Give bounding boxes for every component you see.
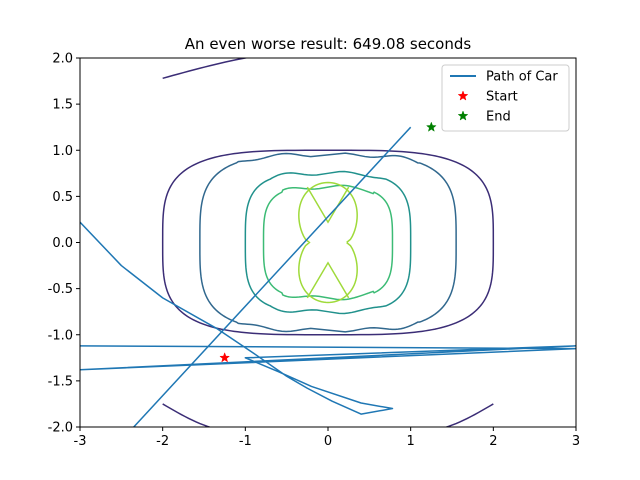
y-tick-label: -2.0	[48, 421, 73, 436]
x-tick-label: 1	[407, 434, 415, 449]
y-tick-label: 1.0	[52, 144, 73, 159]
legend-label: End	[486, 110, 511, 125]
contour-line-5	[162, 58, 250, 80]
y-tick-label: 1.5	[52, 98, 73, 113]
contour-line-3	[262, 184, 394, 301]
x-tick-label: 3	[572, 434, 580, 449]
x-tick-label: 2	[489, 434, 497, 449]
legend-star-swatch	[457, 110, 469, 121]
axes: -3 -2 -1 0 1 2 3 -2.0 -1.5 -1.0 -0.5 0.0 0.5 1.0 1.5 2.…	[48, 52, 581, 450]
contour-line-4	[298, 181, 358, 304]
series-line-segment-diagonal	[133, 126, 412, 427]
x-tick-label: -3	[74, 434, 87, 449]
marker-end-star	[425, 121, 437, 132]
y-tick-label: 2.0	[52, 52, 73, 67]
contour-line-2	[244, 170, 412, 315]
contour-line-6	[162, 403, 212, 427]
plot-area	[80, 58, 576, 427]
y-tick-label: -1.5	[48, 374, 73, 389]
y-tick-label: 0.0	[52, 236, 73, 251]
legend-box	[441, 64, 570, 132]
x-tick-label: -1	[239, 434, 252, 449]
contour-line-1	[199, 152, 457, 333]
y-tick-label: -0.5	[48, 282, 73, 297]
contour-line-4-pinch-bottom	[306, 261, 350, 299]
contour-line-6-right	[444, 403, 494, 427]
y-tick-label: 0.5	[52, 190, 73, 205]
contour-line-0	[161, 149, 495, 336]
x-tick-label: -2	[156, 434, 169, 449]
y-tick-label: -1.0	[48, 328, 73, 343]
series-line-path	[80, 221, 576, 415]
legend-label: Start	[486, 90, 518, 105]
marker-start-star	[219, 352, 231, 363]
legend: Path of Car Start End	[441, 64, 570, 132]
chart-title: An even worse result: 649.08 seconds	[185, 35, 472, 53]
legend-star-swatch	[457, 90, 469, 101]
legend-label: Path of Car	[486, 70, 558, 85]
contour-line-4-pinch-top	[306, 186, 350, 224]
x-tick-label: 0	[324, 434, 332, 449]
